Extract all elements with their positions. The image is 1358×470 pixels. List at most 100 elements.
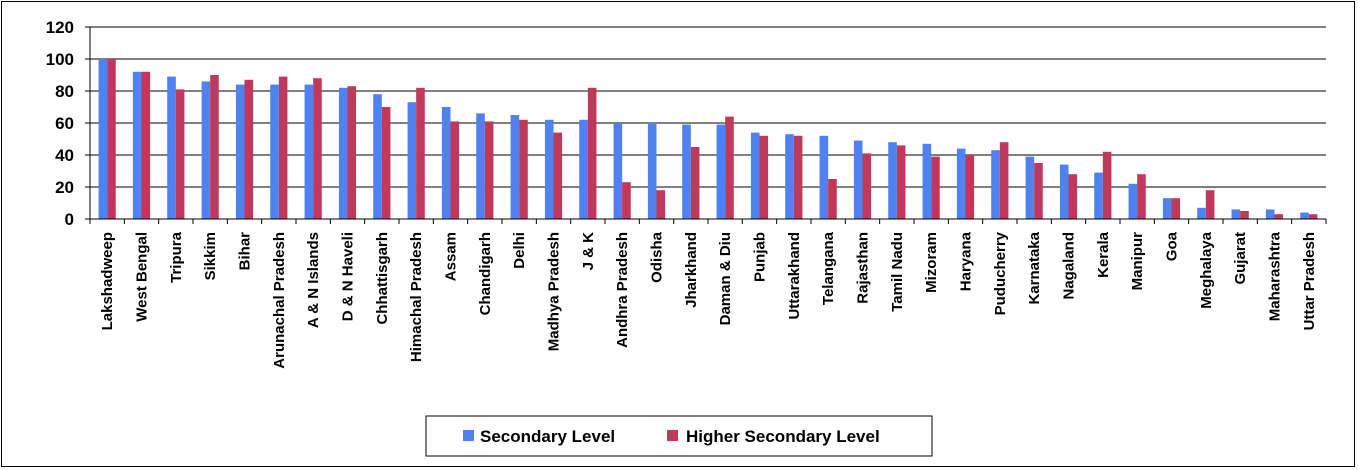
x-category-label: Puducherry bbox=[992, 231, 1009, 315]
x-category-label: Gujarat bbox=[1232, 232, 1249, 285]
bar-secondary bbox=[304, 84, 314, 219]
x-category-label: Maharashtra bbox=[1267, 231, 1284, 321]
bar-higher-secondary bbox=[450, 121, 460, 219]
bar-higher-secondary bbox=[725, 116, 734, 219]
bar-secondary bbox=[373, 94, 382, 219]
bar-secondary bbox=[1025, 156, 1035, 219]
bar-secondary bbox=[1300, 212, 1309, 219]
bar-higher-secondary bbox=[931, 156, 940, 219]
bar-higher-secondary bbox=[278, 76, 288, 219]
grid-lines bbox=[90, 26, 1326, 188]
bar-secondary bbox=[1162, 198, 1172, 219]
bar-secondary bbox=[1197, 207, 1206, 219]
x-category-label: Delhi bbox=[511, 232, 528, 269]
bar-secondary bbox=[476, 113, 485, 219]
bar-secondary bbox=[579, 119, 588, 219]
bar-higher-secondary bbox=[862, 153, 872, 219]
bar-secondary bbox=[441, 107, 451, 219]
x-category-label: Andhra Pradesh bbox=[614, 232, 631, 348]
bar-higher-secondary bbox=[999, 142, 1009, 219]
bar-higher-secondary bbox=[484, 121, 494, 219]
bar-secondary bbox=[785, 134, 794, 219]
y-tick-label: 120 bbox=[46, 18, 74, 37]
bar-secondary bbox=[819, 135, 829, 219]
x-category-label: Karnataka bbox=[1026, 231, 1043, 304]
x-category-label: Arunachal Pradesh bbox=[271, 232, 288, 369]
x-category-label: Nagaland bbox=[1061, 232, 1078, 300]
bar-secondary bbox=[544, 119, 554, 219]
x-category-label: Goa bbox=[1164, 231, 1181, 261]
bar-higher-secondary bbox=[1274, 214, 1284, 219]
bar-higher-secondary bbox=[587, 87, 597, 219]
y-axis: 0 20 40 60 80 100 120 bbox=[46, 18, 91, 229]
bar-higher-secondary bbox=[1102, 151, 1112, 219]
bar-higher-secondary bbox=[416, 87, 425, 219]
bar-higher-secondary bbox=[1240, 211, 1249, 219]
bar-secondary bbox=[1265, 209, 1275, 219]
bar-higher-secondary bbox=[965, 155, 975, 219]
bar-secondary bbox=[1094, 172, 1103, 219]
bar-higher-secondary bbox=[1308, 214, 1318, 219]
bar-higher-secondary bbox=[1137, 174, 1146, 219]
x-category-label: Odisha bbox=[649, 231, 666, 283]
x-category-label: J & K bbox=[580, 232, 597, 271]
bar-secondary bbox=[888, 142, 897, 219]
x-category-label: Jharkhand bbox=[683, 232, 700, 308]
bar-higher-secondary bbox=[519, 119, 528, 219]
x-category-label: Manipur bbox=[1129, 232, 1146, 290]
bar-higher-secondary bbox=[175, 89, 185, 220]
bar-higher-secondary bbox=[107, 59, 116, 219]
bar-secondary bbox=[235, 84, 245, 219]
bar-higher-secondary bbox=[553, 132, 563, 219]
legend-swatch-secondary bbox=[463, 430, 474, 441]
legend: Secondary Level Higher Secondary Level bbox=[425, 415, 933, 457]
bar-secondary bbox=[510, 115, 520, 219]
x-category-label: Bihar bbox=[237, 232, 254, 271]
bar-secondary bbox=[613, 123, 623, 219]
bar-secondary bbox=[1128, 183, 1138, 219]
x-category-label: Rajasthan bbox=[855, 232, 872, 304]
y-tick-label: 100 bbox=[46, 50, 74, 69]
x-category-label: Sikkim bbox=[202, 232, 219, 280]
x-category-label: Himachal Pradesh bbox=[408, 232, 425, 362]
bar-secondary bbox=[1059, 164, 1069, 219]
y-tick-label: 0 bbox=[65, 210, 74, 229]
x-axis: Lakshadweep West Bengal Tripura Sikkim Bihar… bbox=[89, 218, 1327, 369]
x-category-label: Meghalaya bbox=[1198, 231, 1215, 308]
x-category-label: Assam bbox=[443, 232, 460, 281]
bar-higher-secondary bbox=[690, 147, 700, 219]
bar-secondary bbox=[682, 124, 691, 219]
bar-higher-secondary bbox=[1068, 174, 1078, 219]
y-tick-label: 20 bbox=[55, 178, 74, 197]
legend-box bbox=[425, 415, 933, 457]
y-tick-label: 60 bbox=[55, 114, 74, 133]
bar-higher-secondary bbox=[896, 145, 906, 219]
bars bbox=[98, 59, 1318, 220]
bar-higher-secondary bbox=[622, 182, 631, 219]
x-category-label: A & N Islands bbox=[305, 232, 322, 328]
bar-secondary bbox=[98, 59, 108, 219]
x-category-label: D & N Haveli bbox=[340, 232, 357, 321]
x-category-label: Madhya Pradesh bbox=[546, 232, 563, 351]
y-tick-label: 40 bbox=[55, 146, 74, 165]
bar-higher-secondary bbox=[244, 79, 254, 219]
bar-higher-secondary bbox=[347, 86, 357, 219]
x-category-label: Daman & Diu bbox=[717, 232, 734, 325]
bar-secondary bbox=[1231, 209, 1241, 219]
bar-higher-secondary bbox=[793, 135, 803, 219]
bar-higher-secondary bbox=[1205, 190, 1215, 219]
bar-higher-secondary bbox=[381, 107, 391, 219]
bar-higher-secondary bbox=[141, 71, 151, 219]
bar-secondary bbox=[338, 87, 348, 219]
bar-higher-secondary bbox=[828, 179, 837, 219]
bar-secondary bbox=[853, 140, 863, 219]
x-category-label: Haryana bbox=[958, 231, 975, 291]
x-category-label: Tripura bbox=[168, 231, 185, 283]
bar-secondary bbox=[716, 124, 726, 219]
bar-higher-secondary bbox=[759, 135, 769, 219]
bar-secondary bbox=[132, 71, 142, 219]
bar-higher-secondary bbox=[656, 190, 666, 219]
x-category-label: Chhattisgarh bbox=[374, 232, 391, 325]
